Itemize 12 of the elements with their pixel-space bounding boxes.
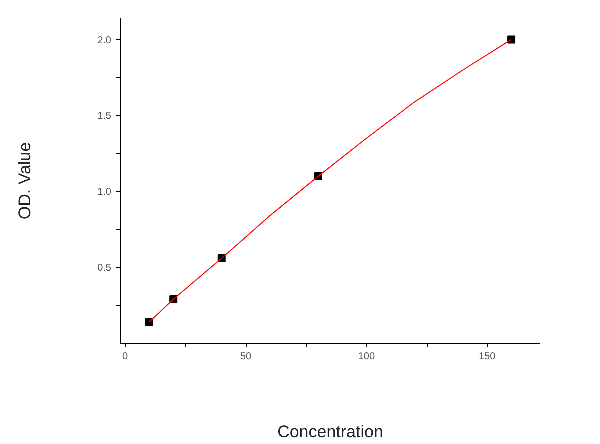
y-tick-label: 2.0 [98, 35, 112, 46]
y-tick-label: 0.5 [98, 263, 112, 274]
y-tick-label: 1.5 [98, 111, 112, 122]
point [145, 318, 154, 326]
point [508, 36, 516, 44]
x-tick-label: 50 [240, 352, 252, 362]
y-tick-label: 1.0 [98, 187, 112, 198]
x-axis-title: Concentration [278, 422, 384, 442]
x-tick-label: 0 [122, 352, 129, 362]
x-tick-label: 100 [358, 352, 376, 362]
y-axis-title: OD. Value [16, 142, 35, 220]
x-tick-label: 150 [479, 352, 496, 362]
